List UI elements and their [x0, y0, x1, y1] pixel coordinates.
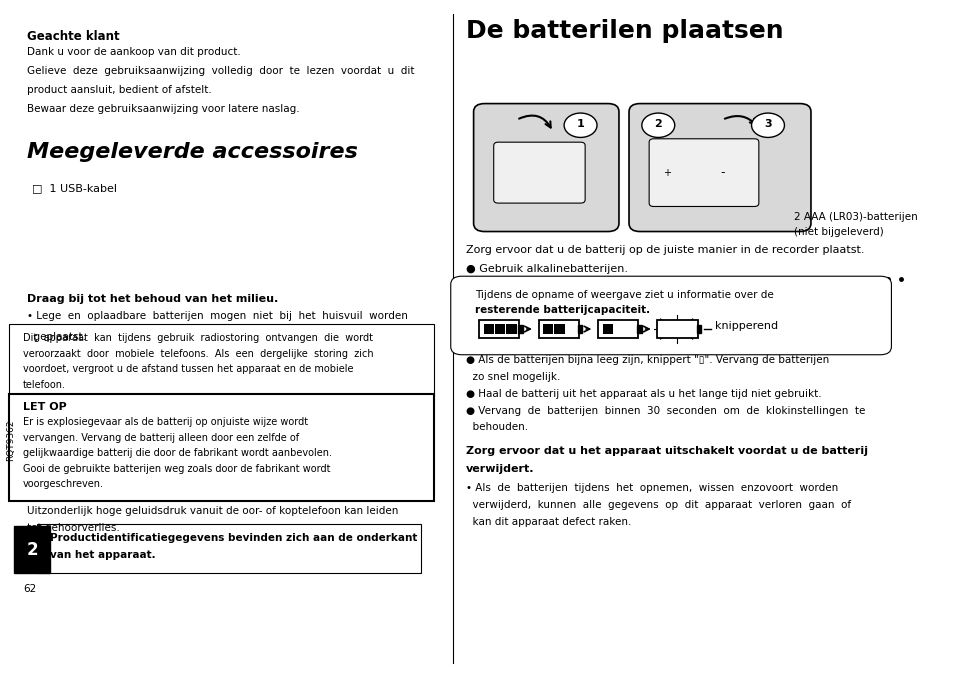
Text: ● Als de batterijen bijna leeg zijn, knippert "▯". Vervang de batterijen: ● Als de batterijen bijna leeg zijn, kni…: [466, 355, 829, 365]
FancyBboxPatch shape: [478, 320, 518, 338]
Text: □  1 USB-kabel: □ 1 USB-kabel: [32, 183, 117, 193]
Text: 2 AAA (LR03)-batterijen: 2 AAA (LR03)-batterijen: [793, 212, 917, 222]
Text: 3: 3: [763, 119, 771, 129]
Text: 2: 2: [654, 119, 661, 129]
FancyBboxPatch shape: [494, 142, 584, 203]
Text: • Lege  en  oplaadbare  batterijen  mogen  niet  bij  het  huisvuil  worden: • Lege en oplaadbare batterijen mogen ni…: [28, 311, 408, 322]
Text: Uitzonderlijk hoge geluidsdruk vanuit de oor- of koptelefoon kan leiden: Uitzonderlijk hoge geluidsdruk vanuit de…: [28, 506, 398, 517]
FancyBboxPatch shape: [598, 320, 638, 338]
Text: 2: 2: [26, 541, 38, 559]
Text: ● Vervang  de  batterijen  binnen  30  seconden  om  de  klokinstellingen  te: ● Vervang de batterijen binnen 30 second…: [466, 406, 864, 416]
FancyBboxPatch shape: [450, 276, 890, 355]
FancyBboxPatch shape: [537, 320, 578, 338]
Text: Zorg ervoor dat u de batterij op de juiste manier in de recorder plaatst.: Zorg ervoor dat u de batterij op de juis…: [466, 245, 863, 255]
FancyBboxPatch shape: [10, 324, 434, 397]
Text: behouden.: behouden.: [466, 422, 528, 433]
Text: Meegeleverde accessoires: Meegeleverde accessoires: [28, 142, 358, 162]
Text: ● Gebruik alkalinebatterijen.: ● Gebruik alkalinebatterijen.: [466, 264, 628, 274]
FancyBboxPatch shape: [36, 524, 420, 573]
Text: De batterilen plaatsen: De batterilen plaatsen: [466, 19, 783, 43]
Text: +: +: [662, 168, 671, 177]
Bar: [506, 324, 516, 334]
Text: product aansluit, bedient of afstelt.: product aansluit, bedient of afstelt.: [28, 85, 212, 95]
Text: tot gehoorverlies.: tot gehoorverlies.: [28, 523, 120, 533]
Text: voordoet, vergroot u de afstand tussen het apparaat en de mobiele: voordoet, vergroot u de afstand tussen h…: [23, 364, 353, 374]
FancyBboxPatch shape: [473, 104, 618, 232]
Text: Gooi de gebruikte batterijen weg zoals door de fabrikant wordt: Gooi de gebruikte batterijen weg zoals d…: [23, 464, 330, 474]
Text: kan dit apparaat defect raken.: kan dit apparaat defect raken.: [466, 517, 631, 527]
FancyBboxPatch shape: [657, 320, 697, 338]
Circle shape: [563, 113, 597, 137]
Circle shape: [751, 113, 783, 137]
Text: LET OP: LET OP: [23, 402, 67, 412]
Bar: [517, 325, 522, 333]
FancyBboxPatch shape: [10, 394, 434, 501]
Bar: [554, 324, 564, 334]
Text: 62: 62: [23, 584, 36, 594]
Text: Gelieve  deze  gebruiksaanwijzing  volledig  door  te  lezen  voordat  u  dit: Gelieve deze gebruiksaanwijzing volledig…: [28, 66, 415, 77]
Text: verwijdert.: verwijdert.: [466, 464, 535, 475]
FancyBboxPatch shape: [648, 139, 758, 206]
Text: resterende batterijcapaciteit.: resterende batterijcapaciteit.: [475, 305, 650, 315]
Text: • Als  de  batterijen  tijdens  het  opnemen,  wissen  enzovoort  worden: • Als de batterijen tijdens het opnemen,…: [466, 483, 838, 493]
Text: zo snel mogelijk.: zo snel mogelijk.: [466, 372, 560, 382]
Bar: [483, 324, 494, 334]
Bar: [602, 324, 612, 334]
Circle shape: [641, 113, 674, 137]
FancyBboxPatch shape: [628, 104, 810, 232]
Bar: [542, 324, 553, 334]
Text: geplaatst.: geplaatst.: [28, 332, 87, 342]
Bar: [696, 325, 700, 333]
Text: Tijdens de opname of weergave ziet u informatie over de: Tijdens de opname of weergave ziet u inf…: [475, 290, 774, 300]
Text: Geachte klant: Geachte klant: [28, 30, 120, 43]
Text: Er is explosiegevaar als de batterij op onjuiste wijze wordt: Er is explosiegevaar als de batterij op …: [23, 417, 308, 427]
Text: veroorzaakt  door  mobiele  telefoons.  Als  een  dergelijke  storing  zich: veroorzaakt door mobiele telefoons. Als …: [23, 349, 373, 359]
Bar: [13, 526, 51, 573]
Bar: [495, 324, 505, 334]
Text: knipperend: knipperend: [714, 321, 778, 330]
Text: vervangen. Vervang de batterij alleen door een zelfde of: vervangen. Vervang de batterij alleen do…: [23, 433, 298, 443]
Text: (niet bijgeleverd): (niet bijgeleverd): [793, 227, 882, 237]
Text: Bewaar deze gebruiksaanwijzing voor latere naslag.: Bewaar deze gebruiksaanwijzing voor late…: [28, 104, 300, 114]
Text: -: -: [720, 166, 723, 179]
Text: Dank u voor de aankoop van dit product.: Dank u voor de aankoop van dit product.: [28, 47, 241, 58]
Text: voorgeschreven.: voorgeschreven.: [23, 479, 104, 489]
Text: verwijderd,  kunnen  alle  gegevens  op  dit  apparaat  verloren  gaan  of: verwijderd, kunnen alle gegevens op dit …: [466, 500, 850, 510]
Text: Zorg ervoor dat u het apparaat uitschakelt voordat u de batterij: Zorg ervoor dat u het apparaat uitschake…: [466, 446, 867, 456]
Text: van het apparaat.: van het apparaat.: [51, 550, 155, 561]
Text: Draag bij tot het behoud van het milieu.: Draag bij tot het behoud van het milieu.: [28, 294, 278, 305]
Text: 1: 1: [577, 119, 584, 129]
Text: Dit  apparaat  kan  tijdens  gebruik  radiostoring  ontvangen  die  wordt: Dit apparaat kan tijdens gebruik radiost…: [23, 333, 373, 343]
Text: Productidentificatiegegevens bevinden zich aan de onderkant: Productidentificatiegegevens bevinden zi…: [51, 533, 417, 543]
Bar: [578, 325, 581, 333]
Text: gelijkwaardige batterij die door de fabrikant wordt aanbevolen.: gelijkwaardige batterij die door de fabr…: [23, 448, 332, 458]
Bar: [637, 325, 641, 333]
Text: ● Haal de batterij uit het apparaat als u het lange tijd niet gebruikt.: ● Haal de batterij uit het apparaat als …: [466, 389, 821, 399]
Text: RQT9362: RQT9362: [7, 419, 15, 461]
Text: telefoon.: telefoon.: [23, 380, 66, 390]
